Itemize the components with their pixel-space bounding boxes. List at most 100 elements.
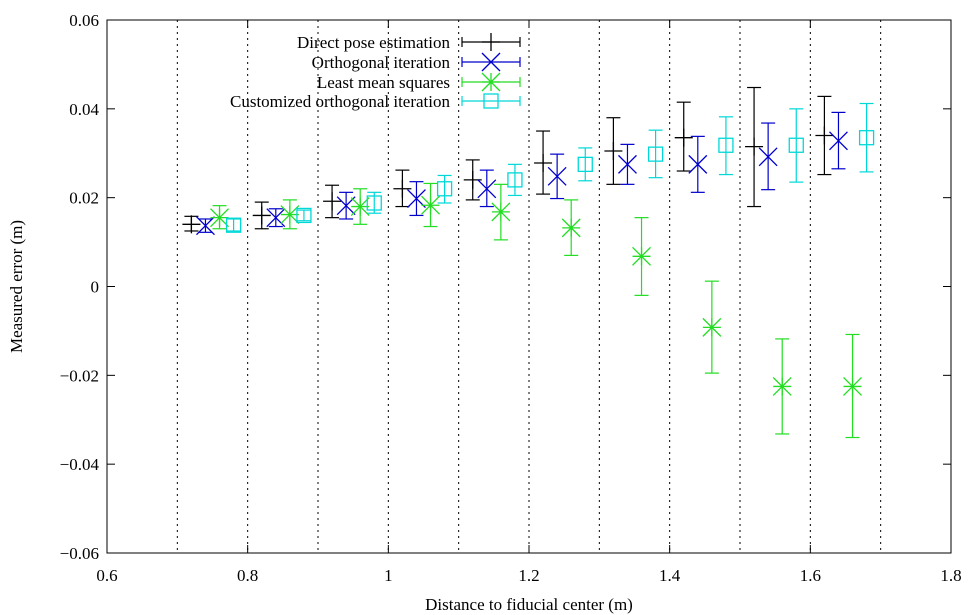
marker-box — [483, 93, 499, 109]
data-point — [336, 191, 356, 220]
data-point — [547, 153, 567, 200]
marker-box — [436, 181, 453, 197]
data-point — [745, 86, 764, 208]
marker-box — [366, 195, 382, 211]
marker-star — [210, 208, 229, 228]
marker-cross — [547, 166, 567, 186]
data-point — [829, 111, 848, 170]
marker-cross — [336, 196, 356, 216]
marker-cross — [266, 208, 286, 228]
grid-lines — [176, 20, 882, 553]
marker-box — [296, 207, 312, 224]
data-point — [843, 333, 862, 439]
data-point — [266, 208, 286, 228]
data-point — [604, 117, 623, 185]
data-point — [788, 108, 804, 183]
marker-cross — [688, 154, 708, 174]
legend-entry: Orthogonal iteration — [312, 52, 521, 72]
x-tick-label: 1.8 — [940, 566, 961, 585]
marker-box — [647, 146, 664, 162]
data-point — [280, 199, 300, 230]
marker-cross — [618, 154, 637, 174]
marker-star — [702, 317, 722, 337]
y-tick-label: −0.02 — [60, 366, 99, 385]
data-point — [350, 188, 370, 225]
y-tick-label: 0.06 — [69, 11, 99, 30]
data-point — [561, 199, 581, 257]
y-tick-label: 0.04 — [69, 100, 99, 119]
y-tick-label: −0.06 — [60, 544, 99, 563]
x-tick-label: 1 — [384, 566, 393, 585]
data-point — [296, 207, 312, 224]
legend-label: Direct pose estimation — [297, 33, 450, 52]
data-point — [632, 217, 651, 296]
series-box — [225, 102, 875, 233]
data-point — [323, 184, 342, 219]
data-point — [463, 159, 482, 201]
data-point — [196, 216, 215, 236]
data-point — [718, 116, 734, 176]
legend-entry: Direct pose estimation — [297, 33, 521, 52]
series-cross — [196, 111, 848, 236]
marker-star — [772, 376, 792, 396]
marker-star — [481, 72, 501, 92]
y-tick-label: 0 — [91, 278, 100, 297]
data-point — [407, 181, 426, 217]
y-tick-label: −0.04 — [60, 455, 100, 474]
marker-star — [632, 246, 651, 266]
marker-star — [350, 197, 370, 217]
data-point — [507, 163, 523, 197]
marker-cross — [477, 179, 497, 199]
data-point — [674, 101, 693, 172]
data-point — [225, 217, 242, 233]
x-axis-title: Distance to fiducial center (m) — [425, 595, 633, 614]
data-point — [436, 174, 453, 204]
marker-star — [561, 218, 581, 238]
data-point — [858, 102, 875, 173]
axis-ticks — [106, 19, 952, 554]
marker-star — [421, 195, 440, 215]
data-point — [182, 215, 201, 234]
x-tick-label: 1.6 — [800, 566, 821, 585]
marker-box — [577, 156, 593, 173]
y-tick-label: 0.02 — [69, 189, 99, 208]
x-tick-label: 1.4 — [659, 566, 681, 585]
data-point — [534, 130, 553, 195]
marker-star — [843, 376, 862, 396]
marker-box — [858, 130, 875, 146]
data-point — [210, 205, 229, 230]
legend-entry: Customized orthogonal iteration — [230, 92, 521, 111]
marker-cross — [829, 131, 848, 151]
series-plus — [182, 86, 834, 234]
marker-cross — [196, 216, 215, 236]
data-point — [477, 169, 497, 208]
x-tick-labels: 0.6 0.8 1 1.2 1.4 1.6 1.8 — [96, 566, 961, 585]
data-point — [815, 95, 834, 176]
marker-cross — [481, 52, 501, 72]
x-tick-label: 1.2 — [518, 566, 539, 585]
marker-box — [788, 137, 804, 153]
data-point — [252, 201, 271, 230]
data-point — [702, 280, 722, 374]
marker-box — [507, 172, 523, 188]
marker-cross — [758, 147, 778, 167]
data-point — [577, 147, 593, 182]
marker-star — [280, 205, 300, 225]
data-point — [688, 135, 708, 193]
data-point — [393, 169, 412, 208]
series-star — [210, 182, 862, 439]
data-point — [772, 338, 792, 435]
x-tick-label: 0.8 — [237, 566, 258, 585]
x-tick-label: 0.6 — [96, 566, 117, 585]
data-point — [618, 143, 637, 185]
legend-label: Customized orthogonal iteration — [230, 92, 451, 111]
data-point — [647, 129, 664, 179]
y-tick-labels: −0.06 −0.04 −0.02 0 0.02 0.04 0.06 — [60, 11, 100, 563]
y-axis-title: Measured error (m) — [7, 220, 26, 353]
data-point — [421, 182, 440, 228]
marker-star — [491, 202, 511, 222]
series-layer — [182, 86, 875, 439]
marker-box — [718, 137, 734, 153]
legend-label: Orthogonal iteration — [312, 53, 451, 72]
